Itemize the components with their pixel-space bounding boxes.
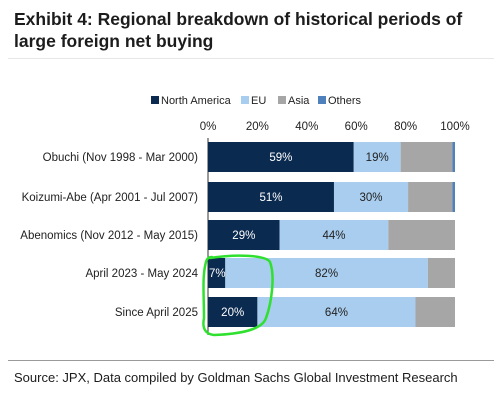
legend-label-2: Asia: [288, 95, 310, 107]
data-label-2-1: 44%: [322, 230, 345, 242]
bar-4-2: [415, 297, 455, 327]
x-tick-label-3: 60%: [345, 121, 368, 133]
bar-3-2: [427, 258, 455, 288]
category-label-3: April 2023 - May 2024: [85, 268, 198, 280]
source-note: Source: JPX, Data compiled by Goldman Sa…: [14, 370, 458, 385]
category-label-1: Koizumi-Abe (Apr 2001 - Jul 2007): [22, 192, 199, 204]
bar-4-1: [257, 297, 416, 327]
source-divider: [8, 360, 494, 361]
legend-swatch-2: [278, 96, 286, 104]
bar-4-0: [208, 297, 258, 327]
bar-2-0: [208, 220, 280, 250]
bar-2-2: [388, 220, 455, 250]
data-label-1-1: 30%: [360, 192, 383, 204]
data-label-3-1: 82%: [315, 268, 338, 280]
bar-0-1: [353, 142, 401, 172]
data-label-4-1: 64%: [325, 307, 348, 319]
bar-1-2: [408, 182, 453, 212]
stacked-bar-chart: North America EU Asia Others 0% 20% 40% 60% 80% 1…: [20, 95, 470, 337]
x-tick-label-0: 0%: [200, 121, 217, 133]
bar-1-0: [208, 182, 334, 212]
x-tick-label-1: 20%: [246, 121, 269, 133]
data-label-1-0: 51%: [259, 192, 282, 204]
bar-0-2: [400, 142, 453, 172]
bar-2-1: [279, 220, 389, 250]
bar-0-3: [452, 142, 455, 172]
x-tick-label-2: 40%: [295, 121, 318, 133]
legend-swatch-3: [318, 96, 326, 104]
bar-1-1: [333, 182, 409, 212]
bar-3-1: [225, 258, 428, 288]
data-label-0-1: 19%: [366, 152, 389, 164]
chart-title: Exhibit 4: Regional breakdown of histori…: [14, 9, 463, 51]
category-label-4: Since April 2025: [115, 307, 198, 319]
legend-label-1: EU: [251, 95, 266, 107]
data-label-4-0: 20%: [221, 307, 244, 319]
legend-swatch-1: [241, 96, 249, 104]
legend-label-0: North America: [161, 95, 232, 107]
bar-3-0: [208, 258, 226, 288]
data-label-3-0: 7%: [209, 268, 226, 280]
data-label-0-0: 59%: [269, 152, 292, 164]
category-label-2: Abenomics (Nov 2012 - May 2015): [20, 230, 198, 242]
legend-label-3: Others: [328, 95, 362, 107]
highlight-annotation: [202, 254, 274, 337]
x-tick-label-5: 100%: [440, 121, 469, 133]
data-label-2-0: 29%: [232, 230, 255, 242]
x-tick-label-4: 80%: [394, 121, 417, 133]
bar-1-3: [452, 182, 455, 212]
category-label-0: Obuchi (Nov 1998 - Mar 2000): [43, 152, 198, 164]
legend-swatch-0: [151, 96, 159, 104]
title-divider: [8, 58, 494, 59]
bar-0-0: [208, 142, 354, 172]
